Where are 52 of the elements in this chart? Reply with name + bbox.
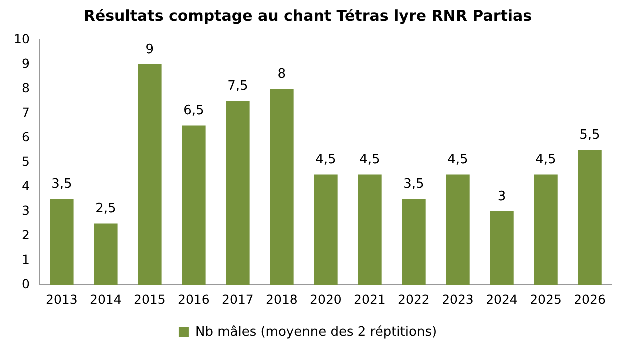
data-label: 3 bbox=[498, 189, 506, 204]
bar bbox=[314, 174, 338, 285]
bar bbox=[402, 199, 426, 285]
x-tick-label: 2024 bbox=[486, 292, 518, 307]
chart-title: Résultats comptage au chant Tétras lyre RNR Partias bbox=[84, 6, 532, 25]
data-label: 3,5 bbox=[52, 177, 72, 192]
bar bbox=[578, 150, 602, 285]
y-tick-label: 9 bbox=[22, 56, 30, 71]
x-tick-label: 2025 bbox=[530, 292, 562, 307]
bar bbox=[182, 126, 206, 285]
x-tick-label: 2014 bbox=[90, 292, 122, 307]
data-label: 7,5 bbox=[228, 79, 248, 94]
y-tick-label: 2 bbox=[22, 227, 30, 242]
bar bbox=[270, 89, 294, 285]
data-label: 5,5 bbox=[580, 128, 600, 144]
x-tick-label: 2023 bbox=[442, 292, 474, 307]
bar bbox=[358, 174, 382, 285]
data-label: 2,5 bbox=[96, 202, 116, 217]
bar bbox=[226, 101, 250, 285]
x-tick-label: 2017 bbox=[222, 292, 254, 307]
bar bbox=[50, 199, 74, 285]
x-tick-label: 2026 bbox=[574, 292, 606, 307]
y-tick-label: 3 bbox=[22, 202, 30, 218]
bar bbox=[94, 224, 118, 285]
x-tick-label: 2021 bbox=[354, 292, 386, 307]
y-tick-label: 0 bbox=[22, 276, 30, 292]
y-tick-label: 6 bbox=[22, 129, 30, 144]
bar bbox=[534, 174, 558, 285]
data-label: 8 bbox=[278, 66, 286, 82]
y-tick-label: 7 bbox=[22, 104, 30, 120]
y-tick-label: 4 bbox=[22, 178, 30, 194]
data-label: 4,5 bbox=[536, 152, 556, 168]
data-label: 9 bbox=[146, 42, 154, 58]
y-tick-label: 8 bbox=[22, 80, 30, 96]
x-tick-label: 2020 bbox=[310, 292, 342, 307]
y-tick-label: 10 bbox=[14, 31, 30, 46]
x-tick-label: 2016 bbox=[178, 292, 210, 307]
x-tick-label: 2015 bbox=[134, 292, 166, 307]
x-tick-label: 2022 bbox=[398, 292, 430, 307]
bar bbox=[446, 174, 470, 285]
data-label: 4,5 bbox=[448, 152, 468, 168]
y-tick-label: 5 bbox=[22, 154, 30, 169]
data-label: 6,5 bbox=[184, 104, 204, 119]
data-label: 4,5 bbox=[360, 152, 380, 168]
data-label: 4,5 bbox=[316, 152, 336, 168]
y-tick-label: 1 bbox=[22, 252, 30, 267]
x-tick-label: 2013 bbox=[46, 292, 78, 307]
bar bbox=[138, 64, 162, 285]
legend-label: Nb mâles (moyenne des 2 réptitions) bbox=[195, 324, 438, 340]
data-label: 3,5 bbox=[404, 177, 424, 192]
x-tick-label: 2018 bbox=[266, 292, 298, 307]
bar bbox=[490, 212, 514, 285]
